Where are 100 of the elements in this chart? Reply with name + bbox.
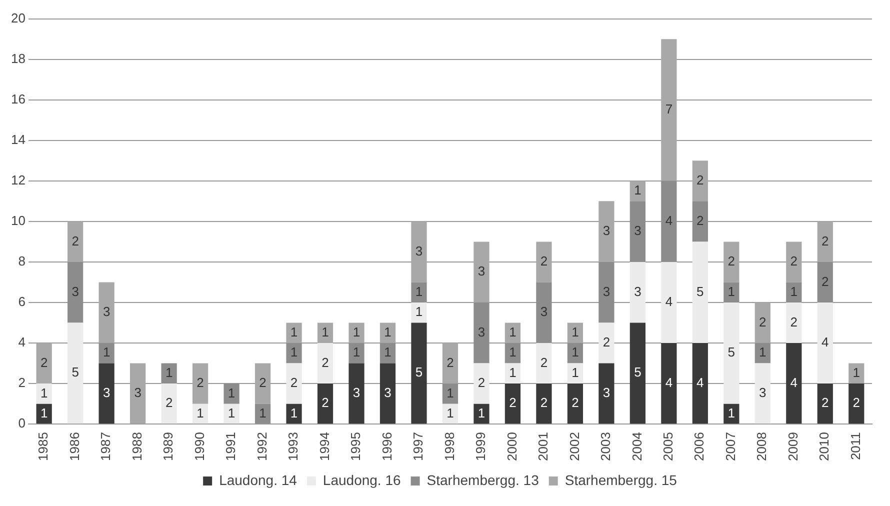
bar (630, 322, 646, 424)
data-label: 4 (822, 334, 829, 350)
data-label: 1 (634, 182, 642, 198)
data-label: 1 (415, 304, 423, 320)
data-label: 1 (228, 385, 236, 400)
bar (286, 322, 302, 344)
bar (724, 282, 740, 302)
bar (286, 404, 302, 424)
data-label: 2 (540, 254, 548, 269)
data-label: 1 (290, 324, 298, 340)
data-label: 1 (290, 405, 298, 420)
data-label: 1 (728, 284, 736, 299)
bar (817, 221, 833, 262)
x-tick-label: 1994 (316, 432, 332, 461)
bar (286, 363, 302, 404)
data-label: 3 (634, 223, 642, 238)
y-tick-label: 8 (18, 254, 26, 269)
data-label: 3 (102, 385, 110, 400)
legend-label: Laudong. 14 (219, 472, 298, 488)
x-tick-label: 1996 (379, 432, 394, 461)
data-label: 1 (384, 344, 392, 360)
x-tick-label: 2011 (848, 432, 863, 460)
bar (161, 363, 177, 384)
bar (442, 384, 458, 404)
data-label: 1 (40, 385, 48, 400)
bar (692, 343, 708, 424)
x-tick-label: 1992 (254, 432, 270, 461)
data-label: 1 (852, 365, 860, 380)
data-label: 1 (790, 284, 798, 299)
bar (317, 384, 334, 424)
data-label: 3 (602, 385, 610, 400)
data-label: 1 (259, 405, 266, 420)
bar (36, 343, 52, 384)
bar (848, 363, 864, 384)
x-tick-label: 1997 (410, 432, 426, 461)
bar (567, 322, 584, 344)
y-tick-label: 18 (10, 50, 26, 66)
data-label: 3 (352, 385, 360, 400)
data-label: 2 (165, 395, 173, 410)
data-label: 2 (322, 354, 329, 370)
y-tick-label: 16 (10, 91, 26, 106)
data-label: 3 (384, 385, 392, 400)
x-tick-label: 2001 (536, 432, 551, 461)
bar (786, 282, 802, 302)
data-label: 1 (572, 344, 579, 360)
y-tick-label: 4 (18, 334, 26, 350)
bar (786, 343, 802, 424)
data-label: 1 (509, 344, 516, 360)
bar (504, 322, 521, 344)
data-label: 1 (352, 344, 360, 360)
bar (348, 322, 364, 344)
bar (817, 262, 833, 302)
bar (411, 282, 427, 302)
bar (598, 262, 614, 323)
data-label: 1 (572, 365, 579, 380)
bar (317, 343, 334, 384)
data-label: 1 (196, 405, 204, 420)
bar (224, 404, 240, 424)
data-label: 2 (322, 395, 329, 410)
data-label: 1 (509, 365, 516, 380)
data-label: 3 (72, 284, 79, 299)
data-label: 3 (134, 385, 142, 400)
data-label: 2 (602, 334, 610, 350)
x-tick-label: 1986 (66, 432, 82, 461)
data-label: 2 (540, 354, 548, 370)
bar (630, 180, 646, 202)
data-label: 1 (446, 385, 454, 400)
bar (474, 302, 490, 364)
x-tick-label: 2000 (504, 432, 520, 461)
bar (598, 363, 614, 424)
data-label: 4 (665, 294, 673, 310)
data-label: 4 (665, 213, 673, 228)
bar (754, 302, 770, 344)
data-label: 4 (665, 374, 673, 390)
data-label: 1 (40, 405, 48, 420)
bar (692, 242, 708, 344)
bar (442, 343, 458, 384)
bar (68, 322, 84, 424)
data-label: 1 (415, 284, 423, 299)
data-label: 5 (415, 364, 423, 380)
x-tick-label: 2003 (598, 432, 614, 461)
data-label: 3 (102, 304, 110, 320)
data-label: 2 (540, 395, 548, 410)
data-label: 3 (415, 243, 423, 258)
bar (567, 363, 584, 384)
bar (98, 363, 114, 424)
x-tick-label: 2006 (692, 432, 707, 461)
data-label: 2 (40, 354, 48, 370)
y-tick-label: 12 (10, 172, 26, 188)
data-label: 2 (478, 375, 486, 390)
data-label: 1 (352, 324, 360, 340)
data-label: 5 (72, 364, 79, 380)
x-tick-label: 1988 (129, 432, 144, 461)
bar (661, 262, 677, 344)
bar (36, 384, 52, 404)
bar (598, 322, 614, 364)
bar (380, 363, 396, 424)
bar (286, 343, 302, 364)
data-label: 2 (696, 172, 704, 188)
data-label: 1 (165, 365, 173, 380)
